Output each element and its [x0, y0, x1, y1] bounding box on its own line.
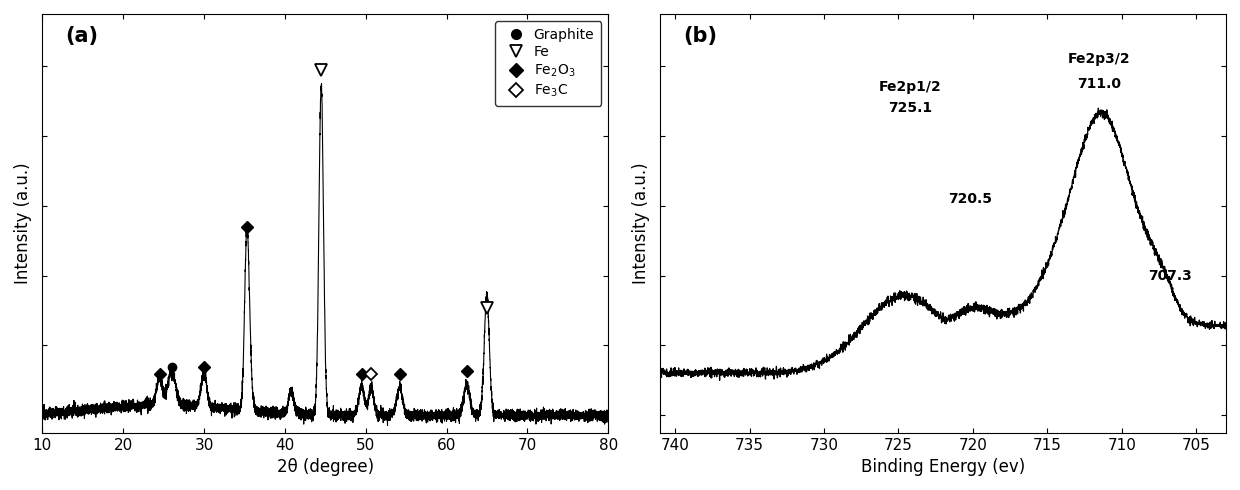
Text: Fe2p1/2: Fe2p1/2: [879, 80, 941, 94]
Y-axis label: Intensity (a.u.): Intensity (a.u.): [14, 163, 32, 284]
X-axis label: 2θ (degree): 2θ (degree): [277, 458, 373, 476]
Y-axis label: Intensity (a.u.): Intensity (a.u.): [631, 163, 650, 284]
Text: 711.0: 711.0: [1078, 76, 1121, 91]
X-axis label: Binding Energy (ev): Binding Energy (ev): [861, 458, 1025, 476]
Text: Fe2p3/2: Fe2p3/2: [1068, 52, 1131, 66]
Text: (a): (a): [64, 26, 98, 47]
Text: 725.1: 725.1: [888, 101, 932, 115]
Text: (b): (b): [683, 26, 717, 47]
Text: 707.3: 707.3: [1148, 269, 1192, 283]
Legend: Graphite, Fe, Fe$_2$O$_3$, Fe$_3$C: Graphite, Fe, Fe$_2$O$_3$, Fe$_3$C: [495, 21, 601, 106]
Text: 720.5: 720.5: [947, 192, 992, 206]
